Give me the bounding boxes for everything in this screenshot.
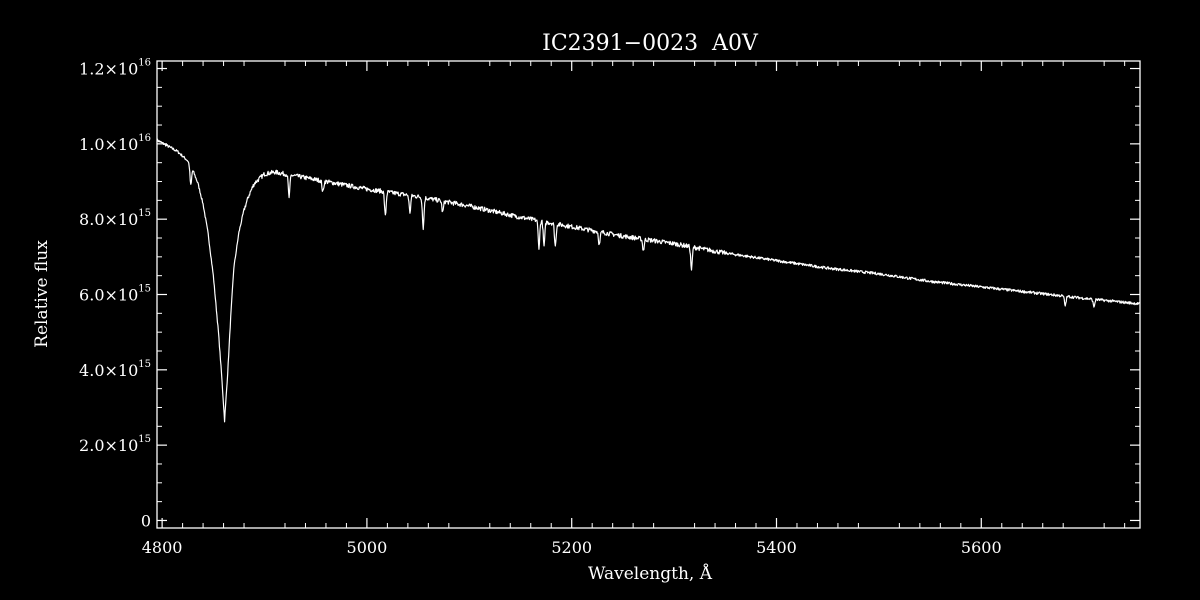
x-axis-label: Wavelength, Å [588, 563, 713, 584]
y-axis-ticks: 0 2.0×1015 4.0×1015 6.0×1015 8.0×1015 1.0×101… [79, 58, 1140, 530]
y-tick-label: 8.0×1015 [79, 208, 151, 229]
y-axis-label: Relative flux [32, 240, 52, 348]
y-tick-label: 6.0×1015 [79, 284, 151, 305]
x-tick-label: 5000 [347, 538, 388, 557]
x-axis-ticks: 4800 5000 5200 5400 5600 [142, 61, 1002, 557]
y-tick-label: 2.0×1015 [79, 434, 151, 455]
spectrum-line [156, 138, 1141, 423]
x-tick-label: 5600 [961, 538, 1002, 557]
x-tick-label: 5400 [756, 538, 797, 557]
x-tick-label: 4800 [142, 538, 183, 557]
minor-ticks [157, 61, 1140, 528]
series-layer [156, 138, 1141, 423]
y-tick-label: 4.0×1015 [79, 359, 151, 380]
y-tick-label: 0 [141, 511, 151, 530]
x-tick-label: 5200 [551, 538, 592, 557]
y-tick-label: 1.0×1016 [79, 133, 151, 154]
y-tick-label: 1.2×1016 [79, 58, 151, 79]
chart-title: IC2391−0023 A0V [542, 31, 759, 56]
